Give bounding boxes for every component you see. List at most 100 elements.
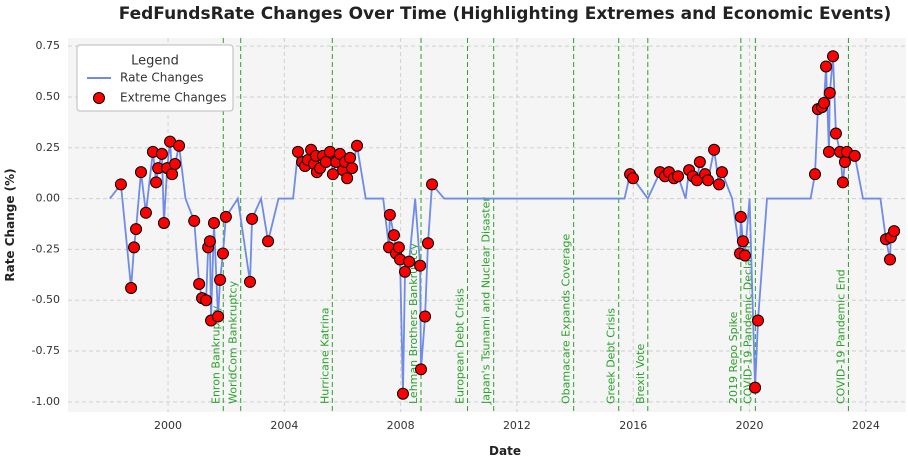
point [823,86,836,99]
point [203,235,216,248]
y-tick-label: -0.25 [32,242,60,255]
point [219,210,232,223]
point [188,214,201,227]
point [829,127,842,140]
point [827,50,840,63]
point [836,176,849,189]
x-tick-label: 2016 [619,419,647,432]
point [838,155,851,168]
event-label: Brexit Vote [634,344,647,404]
point [822,145,835,158]
point [246,212,259,225]
point [749,381,762,394]
grid: -1.00 -0.75 -0.50 -0.25 0.00 0.25 0.50 0.75 2000… [32,38,906,432]
event-label: 2019 Repo Spike [727,311,740,404]
point [157,216,170,229]
point [888,225,901,238]
point [139,206,152,219]
y-tick-label: 0.75 [36,39,61,52]
point [820,60,833,73]
point [693,155,706,168]
x-tick-label: 2000 [154,419,182,432]
point [212,310,225,323]
y-tick-label: -0.50 [32,293,60,306]
point [419,310,432,323]
legend: Legend Rate Changes Extreme Changes [76,44,234,112]
y-tick-label: -0.75 [32,344,60,357]
point [169,158,182,171]
point [193,277,206,290]
point [150,176,163,189]
point [715,166,728,179]
point [244,275,257,288]
x-tick-label: 2008 [387,419,415,432]
point [344,151,357,164]
event-label: Obamacare Expands Coverage [560,234,573,404]
point [734,210,747,223]
point [808,168,821,181]
point [155,147,168,160]
point [341,172,354,185]
point [396,387,409,400]
event-label: COVID-19 Pandemic End [834,269,847,404]
point [399,265,412,278]
point [708,143,721,156]
point [291,145,304,158]
x-tick-label: 2024 [852,419,880,432]
x-tick-label: 2020 [736,419,764,432]
point [114,178,127,191]
point [738,249,751,262]
point [166,168,179,181]
event-label: Hurricane Katrina [318,307,331,404]
event-label: Lehman Brothers Bankruptcy [407,243,420,404]
legend-box [76,44,234,112]
point [626,172,639,185]
y-tick-label: 0.50 [36,90,61,103]
point [884,253,897,266]
point [414,363,427,376]
marks [109,50,901,400]
point [214,273,227,286]
point [736,235,749,248]
point [672,170,685,183]
event-label: WorldCom Bankruptcy [227,280,240,404]
y-tick-label: 0.25 [36,141,61,154]
point [414,259,427,272]
point [346,162,359,175]
x-tick-label: 2012 [503,419,531,432]
event-label: European Debt Crisis [454,288,467,404]
events: Enron Bankruptcy WorldCom Bankruptcy Hurri… [209,38,849,412]
point [207,216,220,229]
point [403,255,416,268]
point [326,168,339,181]
point [818,97,831,110]
point [128,241,141,254]
y-tick-label: -1.00 [32,395,60,408]
legend-label: Extreme Changes [120,91,227,105]
legend-label: Rate Changes [120,71,204,85]
point [262,235,275,248]
y-axis-label: Rate Change (%) [3,168,17,281]
x-axis-label: Date [489,444,521,458]
y-tick-label: 0.00 [36,192,61,205]
point [713,178,726,191]
point [173,139,186,152]
point [130,223,143,236]
point [323,145,336,158]
point [351,139,364,152]
point [125,282,138,295]
point [383,208,396,221]
point [392,241,405,254]
point [216,247,229,260]
legend-title: Legend [131,54,179,69]
point [701,174,714,187]
point [426,178,439,191]
event-label: Enron Bankruptcy [209,305,222,404]
event-label: Japan's Tsunami and Nuclear Disaster [480,197,493,405]
x-tick-label: 2004 [270,419,298,432]
point [751,314,764,327]
point [134,166,147,179]
point [421,237,434,250]
event-label: Greek Debt Crisis [605,308,618,404]
